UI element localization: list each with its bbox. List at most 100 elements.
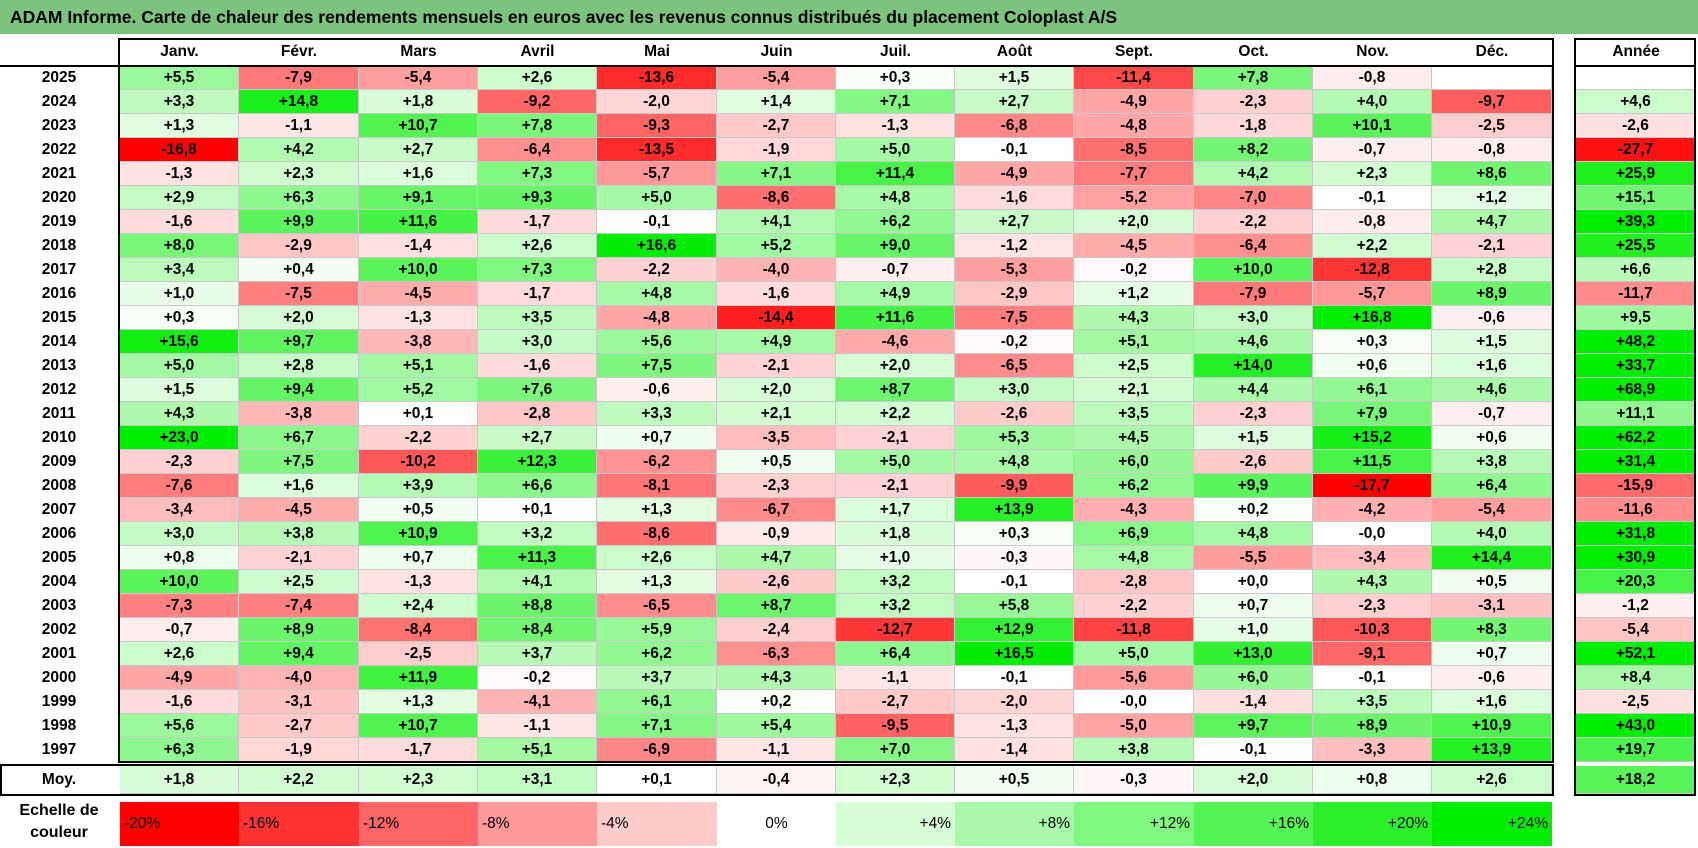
heatmap-cell: +9,4 (239, 642, 359, 666)
heatmap-cell: +8,9 (1432, 282, 1552, 306)
heatmap-cell (1432, 66, 1552, 90)
heatmap-cell: -17,7 (1313, 474, 1432, 498)
heatmap-cell: +5,0 (597, 186, 717, 210)
heatmap-cell: +5,9 (597, 618, 717, 642)
heatmap-cell: -8,5 (1074, 138, 1194, 162)
heatmap-cell: -10,2 (359, 450, 478, 474)
heatmap-cell: -1,3 (359, 570, 478, 594)
heatmap-cell: +0,3 (1313, 330, 1432, 354)
heatmap-cell: -5,4 (359, 66, 478, 90)
heatmap-cell: +9,4 (239, 378, 359, 402)
heatmap-cell: +3,9 (359, 474, 478, 498)
heatmap-cell: -0,6 (597, 378, 717, 402)
heatmap-cell: +2,6 (597, 546, 717, 570)
heatmap-cell: +6,3 (120, 738, 239, 762)
heatmap-cell: -2,3 (1194, 90, 1313, 114)
heatmap-cell: -3,8 (359, 330, 478, 354)
heatmap-cell: -7,4 (239, 594, 359, 618)
heatmap-cell: -0,1 (1194, 738, 1313, 762)
heatmap-cell: +2,7 (359, 138, 478, 162)
heatmap-cell: +6,1 (1313, 378, 1432, 402)
heatmap-cell: -2,0 (597, 90, 717, 114)
color-scale-swatch: 0% (717, 802, 836, 846)
heatmap-cell: -0,0 (1074, 690, 1194, 714)
annual-cell: +31,4 (1576, 450, 1696, 474)
heatmap-cell: +1,0 (1194, 618, 1313, 642)
heatmap-cell: -4,6 (836, 330, 955, 354)
heatmap-cell: -1,3 (120, 162, 239, 186)
heatmap-cell: +2,6 (478, 66, 597, 90)
column-header: Oct. (1238, 43, 1269, 60)
heatmap-cell: +0,6 (1313, 354, 1432, 378)
heatmap-cell: +11,6 (359, 210, 478, 234)
heatmap-cell: +1,0 (836, 546, 955, 570)
heatmap-cell: +1,2 (1074, 282, 1194, 306)
heatmap-cell: +1,6 (239, 474, 359, 498)
color-scale-swatch: +16% (1194, 802, 1313, 846)
heatmap-cell: +1,5 (955, 66, 1074, 90)
heatmap-cell: -1,4 (1194, 690, 1313, 714)
heatmap-cell: +4,2 (1194, 162, 1313, 186)
column-header: Avril (520, 43, 555, 60)
heatmap-cell: +5,2 (717, 234, 836, 258)
heatmap-cell: +13,9 (955, 498, 1074, 522)
row-year-label: 2008 (41, 477, 77, 494)
heatmap-cell: -3,3 (1313, 738, 1432, 762)
heatmap-cell: -5,7 (1313, 282, 1432, 306)
heatmap-cell: +2,5 (1074, 354, 1194, 378)
heatmap-cell: +6,4 (836, 642, 955, 666)
heatmap-cell: -5,5 (1194, 546, 1313, 570)
heatmap-cell: -1,1 (239, 114, 359, 138)
heatmap-cell: -2,6 (955, 402, 1074, 426)
heatmap-cell: +4,2 (239, 138, 359, 162)
heatmap-cell: +1,8 (836, 522, 955, 546)
heatmap-cell: +4,8 (836, 186, 955, 210)
heatmap-cell: -4,5 (359, 282, 478, 306)
heatmap-cell: -3,1 (1432, 594, 1552, 618)
annual-cell: +68,9 (1576, 378, 1696, 402)
heatmap-cell: -12,8 (1313, 258, 1432, 282)
annual-cell: +19,7 (1576, 738, 1696, 762)
heatmap-cell: +4,0 (1432, 522, 1552, 546)
heatmap-cell: +4,6 (1432, 378, 1552, 402)
heatmap-cell: +0,2 (1194, 498, 1313, 522)
heatmap-cell: -6,4 (1194, 234, 1313, 258)
heatmap-cell: +8,2 (1194, 138, 1313, 162)
average-cell: +2,2 (239, 766, 359, 794)
heatmap-cell: +8,8 (478, 594, 597, 618)
heatmap-cell: +5,1 (1074, 330, 1194, 354)
heatmap-cell: +8,7 (717, 594, 836, 618)
row-year-label: 2022 (41, 141, 77, 158)
heatmap-cell: +8,9 (1313, 714, 1432, 738)
annual-cell: +39,3 (1576, 210, 1696, 234)
heatmap-cell: +14,8 (239, 90, 359, 114)
heatmap-cell: +2,8 (239, 354, 359, 378)
heatmap-cell: +4,9 (717, 330, 836, 354)
heatmap-cell: +0,7 (1432, 642, 1552, 666)
heatmap-cell: -0,7 (1313, 138, 1432, 162)
heatmap-cell: +7,5 (239, 450, 359, 474)
heatmap-cell: +23,0 (120, 426, 239, 450)
heatmap-cell: -12,7 (836, 618, 955, 642)
heatmap-cell: -8,4 (359, 618, 478, 642)
heatmap-cell: -0,6 (1432, 306, 1552, 330)
heatmap-cell: -1,4 (955, 738, 1074, 762)
heatmap-cell: +10,7 (359, 714, 478, 738)
row-year-label: 2018 (41, 237, 77, 254)
heatmap-cell: +5,1 (359, 354, 478, 378)
heatmap-cell: -4,2 (1313, 498, 1432, 522)
heatmap-cell: +9,9 (239, 210, 359, 234)
color-scale-swatch: -16% (239, 802, 359, 846)
heatmap-cell: +11,9 (359, 666, 478, 690)
heatmap-cell: +4,9 (836, 282, 955, 306)
heatmap-cell: +4,3 (717, 666, 836, 690)
average-cell: +0,5 (955, 766, 1074, 794)
heatmap-cell: +5,1 (478, 738, 597, 762)
heatmap-cell: -0,6 (1432, 666, 1552, 690)
heatmap-cell: +6,9 (1074, 522, 1194, 546)
heatmap-cell: -0,3 (955, 546, 1074, 570)
heatmap-cell: -4,9 (1074, 90, 1194, 114)
heatmap-cell: -2,0 (955, 690, 1074, 714)
heatmap-cell: -3,4 (120, 498, 239, 522)
heatmap-cell: +11,4 (836, 162, 955, 186)
